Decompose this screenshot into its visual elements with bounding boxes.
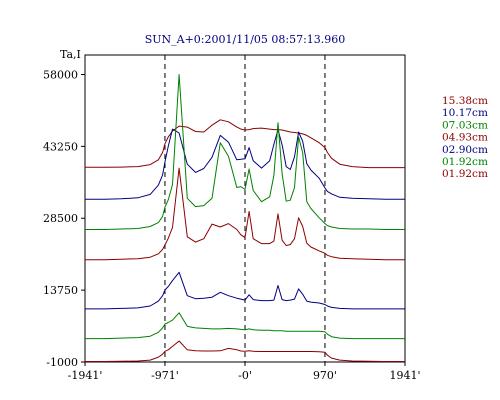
legend-entry: 07.03cm xyxy=(442,119,488,131)
y-axis-label: Ta,I xyxy=(60,48,81,61)
axis-ticks: 58000 43250 28500 13750 -1000-1941' -971' -0' 9… xyxy=(43,68,421,382)
chart-title: SUN_A+0:2001/11/05 08:57:13.960 xyxy=(145,33,346,46)
y-tick-label: 28500 xyxy=(43,212,78,225)
x-tick-label: -1941' xyxy=(68,369,103,382)
x-tick-label: 1941' xyxy=(389,369,420,382)
series-line-6 xyxy=(85,340,405,362)
x-tick-label: -971' xyxy=(151,369,179,382)
y-tick-label: -1000 xyxy=(46,356,78,369)
legend-entry: 10.17cm xyxy=(442,107,488,119)
series-line-0 xyxy=(85,119,405,169)
x-tick-label: 970' xyxy=(313,369,337,382)
legend-entry: 01.92cm xyxy=(442,156,488,168)
series-line-5 xyxy=(85,312,405,340)
x-tick-label: -0' xyxy=(238,369,252,382)
y-tick-label: 43250 xyxy=(43,140,78,153)
legend: 15.38cm10.17cm07.03cm04.93cm02.90cm01.92… xyxy=(442,95,488,180)
series-line-4 xyxy=(85,271,405,310)
y-tick-label: 58000 xyxy=(43,68,78,81)
legend-entry: 04.93cm xyxy=(442,132,488,144)
legend-entry: 15.38cm xyxy=(442,95,488,107)
series-line-1 xyxy=(85,128,405,200)
series-lines xyxy=(85,74,405,362)
legend-entry: 02.90cm xyxy=(442,144,488,156)
series-line-2 xyxy=(85,74,405,230)
y-tick-label: 13750 xyxy=(43,284,78,297)
legend-entry: 01.92cm xyxy=(442,168,488,180)
series-line-3 xyxy=(85,167,405,261)
dashed-reference-lines xyxy=(164,55,326,362)
